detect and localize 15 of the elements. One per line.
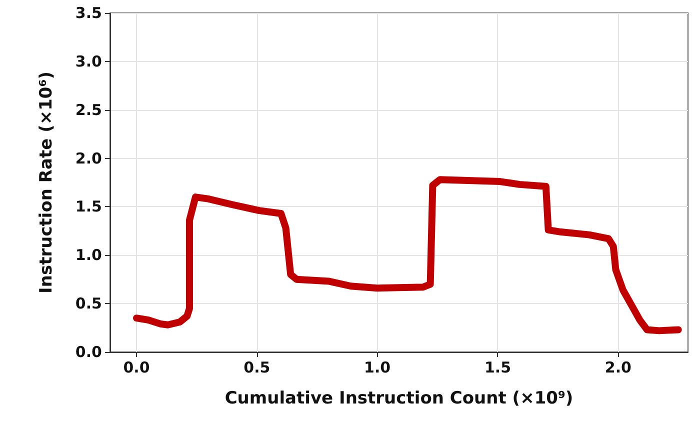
y-tick-label: 0.0 [75, 343, 102, 361]
x-axis-title: Cumulative Instruction Count (×10⁹) [224, 388, 574, 408]
x-tick-label: 1.5 [484, 358, 512, 376]
y-tick-label: 2.0 [75, 149, 102, 168]
y-tick-label: 3.0 [75, 52, 102, 70]
y-tick-label: 0.5 [75, 294, 102, 313]
y-tick-label: 3.5 [75, 4, 102, 22]
x-tick-label: 1.0 [364, 358, 391, 376]
x-tick-label: 0.0 [123, 358, 150, 376]
y-tick-label: 1.0 [75, 246, 102, 264]
y-axis-title: Instruction Rate (×10⁶) [36, 72, 56, 294]
y-tick-label: 1.5 [75, 198, 102, 216]
x-tick-label: 2.0 [604, 358, 632, 376]
x-tick-label: 0.5 [244, 358, 270, 376]
y-tick-label: 2.5 [75, 100, 102, 119]
